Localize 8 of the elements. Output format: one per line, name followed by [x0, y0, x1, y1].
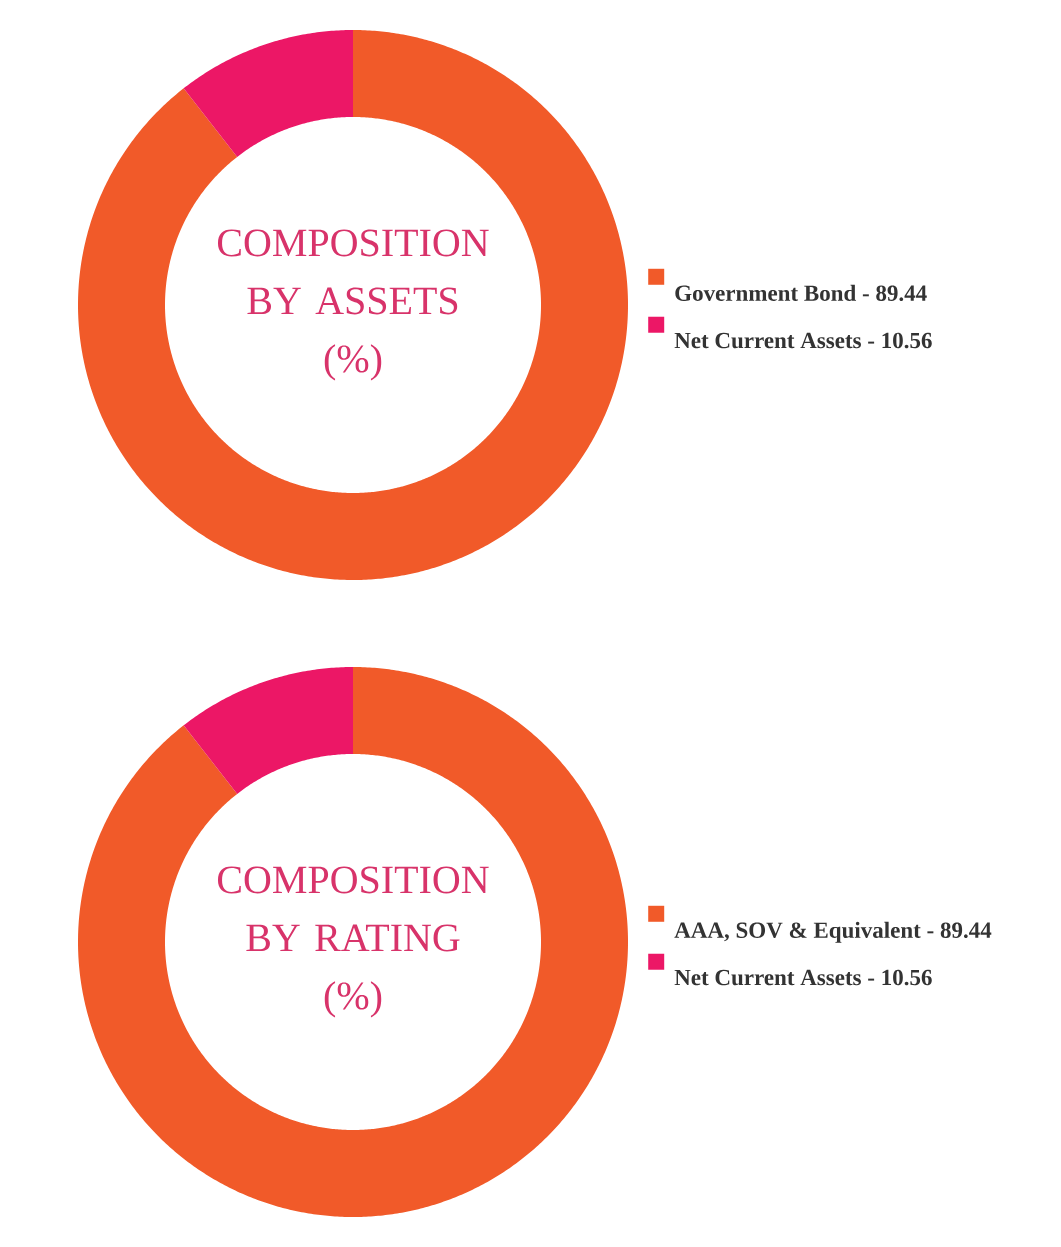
legend-label: Government Bond - 89.44: [675, 284, 927, 302]
text: (%): [324, 344, 382, 381]
text: (%): [324, 981, 382, 1018]
legend-label: AAA, SOV & Equivalent - 89.44: [674, 921, 992, 943]
legend-label: Net Current Assets - 10.56: [674, 332, 932, 349]
text: COMPOSITION BY RATING: [217, 866, 489, 952]
legend-label: Net Current Assets - 10.56: [674, 969, 932, 986]
text: COMPOSITION BY ASSETS: [217, 229, 489, 315]
